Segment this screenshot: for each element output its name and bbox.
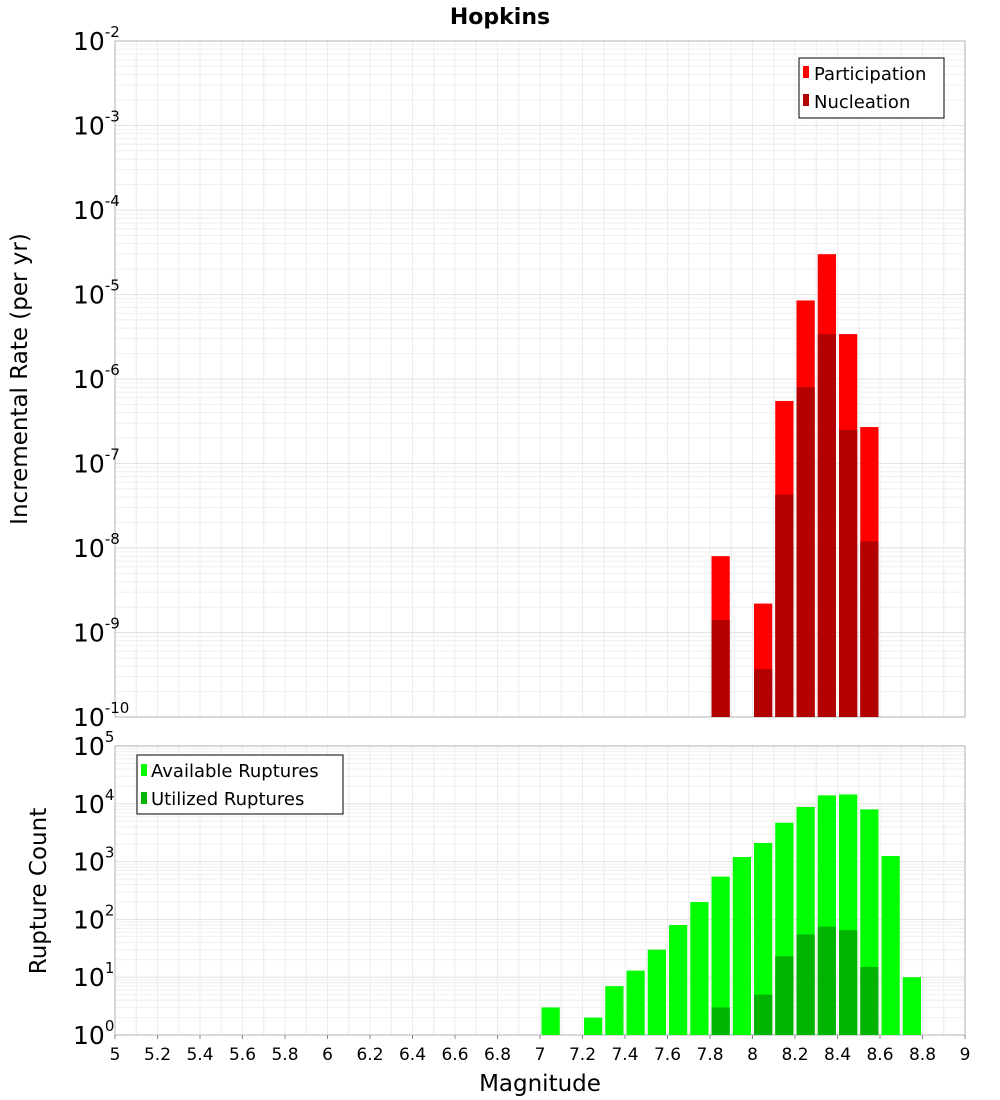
bottom-y-tick-label: 100 — [73, 1017, 114, 1050]
bottom-bar-available-ruptures-7.45 — [626, 970, 645, 1035]
bottom-bar-available-ruptures-8.05 — [754, 842, 773, 1035]
top-y-tick-label: 10-2 — [73, 23, 120, 56]
x-tick-label: 6.6 — [441, 1045, 468, 1065]
top-y-tick-label: 10-8 — [73, 530, 120, 563]
bottom-y-tick-label: 105 — [73, 728, 114, 761]
x-tick-label: 7.4 — [611, 1045, 638, 1065]
top-y-axis-title: Incremental Rate (per yr) — [7, 233, 33, 525]
bottom-bar-available-ruptures-7.55 — [647, 949, 666, 1035]
x-axis-title: Magnitude — [479, 1071, 601, 1097]
x-tick-label: 7 — [535, 1045, 546, 1065]
bottom-bar-utilized-ruptures-8.15 — [775, 956, 794, 1035]
bottom-bar-utilized-ruptures-8.35 — [817, 926, 836, 1035]
top-y-tick-label: 10-10 — [73, 699, 129, 732]
legend-participation-swatch — [803, 66, 809, 78]
x-tick-label: 6.2 — [356, 1045, 383, 1065]
x-tick-label: 6.8 — [484, 1045, 511, 1065]
x-axis-ticks: 5 5.2 5.4 5.6 5.8 6 6.2 6.4 6.6 6.8 7 7.2 7.4 7.6 7.8 8… — [110, 1035, 971, 1065]
legend-utilized-label: Utilized Ruptures — [151, 789, 304, 810]
bottom-bar-utilized-ruptures-8.55 — [860, 967, 879, 1035]
top-bar-nucleation-8.35 — [817, 334, 836, 717]
bottom-y-tick-label: 104 — [73, 786, 114, 819]
bottom-bar-utilized-ruptures-7.85 — [711, 1007, 730, 1035]
top-y-tick-label: 10-3 — [73, 108, 120, 141]
bottom-bar-available-ruptures-8.75 — [902, 977, 921, 1035]
x-tick-label: 8 — [747, 1045, 758, 1065]
bottom-bar-available-ruptures-7.65 — [669, 925, 688, 1035]
top-bar-nucleation-8.25 — [796, 387, 815, 717]
top-y-tick-label: 10-6 — [73, 361, 120, 394]
x-tick-label: 5 — [110, 1045, 121, 1065]
x-tick-label: 8.8 — [909, 1045, 936, 1065]
x-tick-label: 7.6 — [654, 1045, 681, 1065]
top-bar-nucleation-7.85 — [711, 620, 730, 717]
bottom-y-axis-title: Rupture Count — [26, 808, 52, 974]
rupture-count-panel: 100 101 102 103 104 105 5 5.2 5.4 5.6 5.8 6 6.2 6.4 6… — [26, 728, 970, 1097]
bottom-y-tick-label: 103 — [73, 844, 114, 877]
bottom-bar-available-ruptures-7.05 — [541, 1007, 560, 1035]
x-tick-label: 6.4 — [399, 1045, 426, 1065]
chart-title: Hopkins — [450, 5, 550, 30]
legend-available-swatch — [141, 764, 147, 776]
top-bar-nucleation-8.55 — [860, 541, 879, 717]
bottom-y-tick-label: 101 — [73, 959, 114, 992]
legend-participation-label: Participation — [814, 64, 926, 85]
top-y-tick-label: 10-7 — [73, 446, 120, 479]
bottom-bars — [541, 794, 921, 1035]
x-tick-label: 9 — [960, 1045, 971, 1065]
bottom-y-ticks: 100 101 102 103 104 105 — [73, 728, 114, 1050]
legend-nucleation-label: Nucleation — [814, 92, 910, 113]
bottom-bar-available-ruptures-7.95 — [732, 857, 751, 1035]
top-y-tick-label: 10-9 — [73, 615, 120, 648]
bottom-bar-available-ruptures-7.25 — [584, 1017, 603, 1035]
bottom-bar-available-ruptures-7.85 — [711, 876, 730, 1035]
top-bar-nucleation-8.15 — [775, 494, 794, 717]
x-tick-label: 5.8 — [271, 1045, 298, 1065]
bottom-bar-available-ruptures-7.35 — [605, 986, 624, 1035]
top-y-ticks: 10-10 10-9 10-8 10-7 10-6 10-5 10-4 10-3 10-2 — [73, 23, 129, 732]
x-tick-label: 5.4 — [186, 1045, 213, 1065]
legend-available-label: Available Ruptures — [151, 761, 319, 782]
bottom-bar-utilized-ruptures-8.45 — [839, 930, 858, 1035]
top-y-tick-label: 10-5 — [73, 277, 120, 310]
x-tick-label: 8.4 — [824, 1045, 851, 1065]
legend-nucleation-swatch — [803, 94, 809, 106]
participation-panel: 10-10 10-9 10-8 10-7 10-6 10-5 10-4 10-3 10-2 In… — [7, 23, 966, 732]
x-tick-label: 8.2 — [781, 1045, 808, 1065]
x-tick-label: 5.2 — [144, 1045, 171, 1065]
bottom-y-tick-label: 102 — [73, 901, 114, 934]
top-y-tick-label: 10-4 — [73, 192, 120, 225]
top-legend: Participation Nucleation — [798, 57, 945, 119]
x-tick-label: 7.2 — [569, 1045, 596, 1065]
bottom-bar-available-ruptures-7.75 — [690, 902, 709, 1035]
bottom-bar-utilized-ruptures-8.05 — [754, 994, 773, 1035]
top-bar-nucleation-8.45 — [839, 429, 858, 717]
bottom-legend: Available Ruptures Utilized Ruptures — [136, 754, 344, 815]
top-plot-frame — [114, 40, 966, 718]
x-tick-label: 8.6 — [866, 1045, 893, 1065]
x-tick-label: 6 — [322, 1045, 333, 1065]
top-bars — [711, 254, 879, 717]
x-tick-label: 7.8 — [696, 1045, 723, 1065]
bottom-bar-available-ruptures-8.65 — [881, 855, 900, 1035]
x-tick-label: 5.6 — [229, 1045, 256, 1065]
bottom-legend-box — [136, 754, 344, 815]
top-gridlines — [114, 41, 966, 718]
top-legend-box — [798, 57, 945, 119]
bottom-bar-utilized-ruptures-8.25 — [796, 934, 815, 1035]
top-bar-nucleation-8.05 — [754, 668, 773, 717]
legend-utilized-swatch — [141, 792, 147, 804]
